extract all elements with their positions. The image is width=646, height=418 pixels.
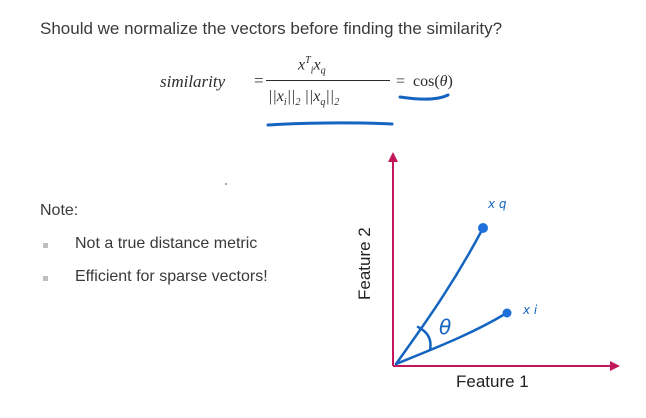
slide-title: Should we normalize the vectors before f… [40, 19, 503, 38]
note-label: Note: [40, 202, 79, 219]
bullet-marker [43, 243, 48, 248]
formula-rhs: cos(θ) [413, 73, 453, 90]
vector-xi-label: x i [522, 303, 538, 317]
bullet-text: Not a true distance metric [75, 235, 258, 252]
underline-denominator [266, 121, 394, 127]
fraction-bar [266, 80, 390, 81]
vector-xq-label: x q [487, 197, 507, 211]
formula-equals-2: = [396, 73, 406, 90]
angle-label: θ [439, 315, 451, 339]
angle-arc [416, 325, 432, 352]
stray-dot [225, 183, 227, 185]
vector-xi [394, 312, 507, 366]
formula-lhs: similarity [160, 72, 226, 91]
y-axis-label: Feature 2 [355, 227, 374, 300]
bullet-marker [43, 276, 48, 281]
formula-equals: = [254, 71, 264, 90]
formula-denominator: ||xi||2 ||xq||2 [268, 88, 340, 109]
bullet-text: Efficient for sparse vectors! [75, 268, 268, 285]
vector-xq [394, 228, 484, 366]
underline-cos [398, 93, 450, 101]
point-xi [502, 308, 512, 318]
formula-numerator: xTixq [298, 55, 326, 77]
x-axis-label: Feature 1 [456, 372, 529, 391]
x-axis-arrow [610, 361, 620, 371]
point-xq [478, 223, 488, 233]
y-axis-arrow [388, 152, 398, 162]
